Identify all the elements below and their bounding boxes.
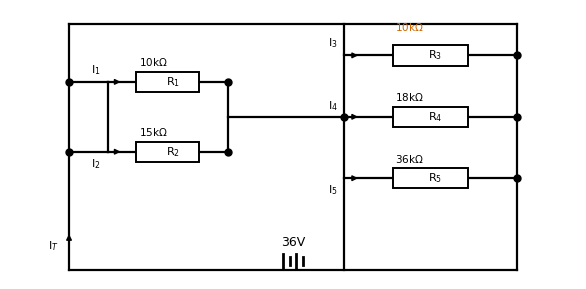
Bar — [137, 142, 199, 162]
Text: I$_5$: I$_5$ — [328, 183, 338, 197]
Text: 15k$\Omega$: 15k$\Omega$ — [139, 126, 168, 138]
Text: I$_4$: I$_4$ — [328, 99, 338, 113]
Text: R$_1$: R$_1$ — [166, 75, 180, 89]
Text: R$_5$: R$_5$ — [428, 171, 442, 185]
Bar — [393, 45, 468, 66]
Text: R$_2$: R$_2$ — [166, 145, 179, 159]
Text: R$_4$: R$_4$ — [428, 110, 442, 124]
Text: 10k$\Omega$: 10k$\Omega$ — [396, 21, 424, 33]
Text: 10k$\Omega$: 10k$\Omega$ — [139, 56, 168, 68]
Bar — [137, 72, 199, 92]
Text: I$_3$: I$_3$ — [328, 36, 338, 50]
Bar — [393, 107, 468, 127]
Text: 36k$\Omega$: 36k$\Omega$ — [396, 153, 424, 165]
Bar — [393, 168, 468, 188]
Text: 36V: 36V — [281, 236, 305, 249]
Text: R$_3$: R$_3$ — [428, 49, 442, 62]
Text: I$_T$: I$_T$ — [48, 239, 59, 253]
Text: I$_2$: I$_2$ — [91, 157, 100, 171]
Text: 18k$\Omega$: 18k$\Omega$ — [396, 91, 424, 103]
Text: I$_1$: I$_1$ — [91, 63, 100, 77]
